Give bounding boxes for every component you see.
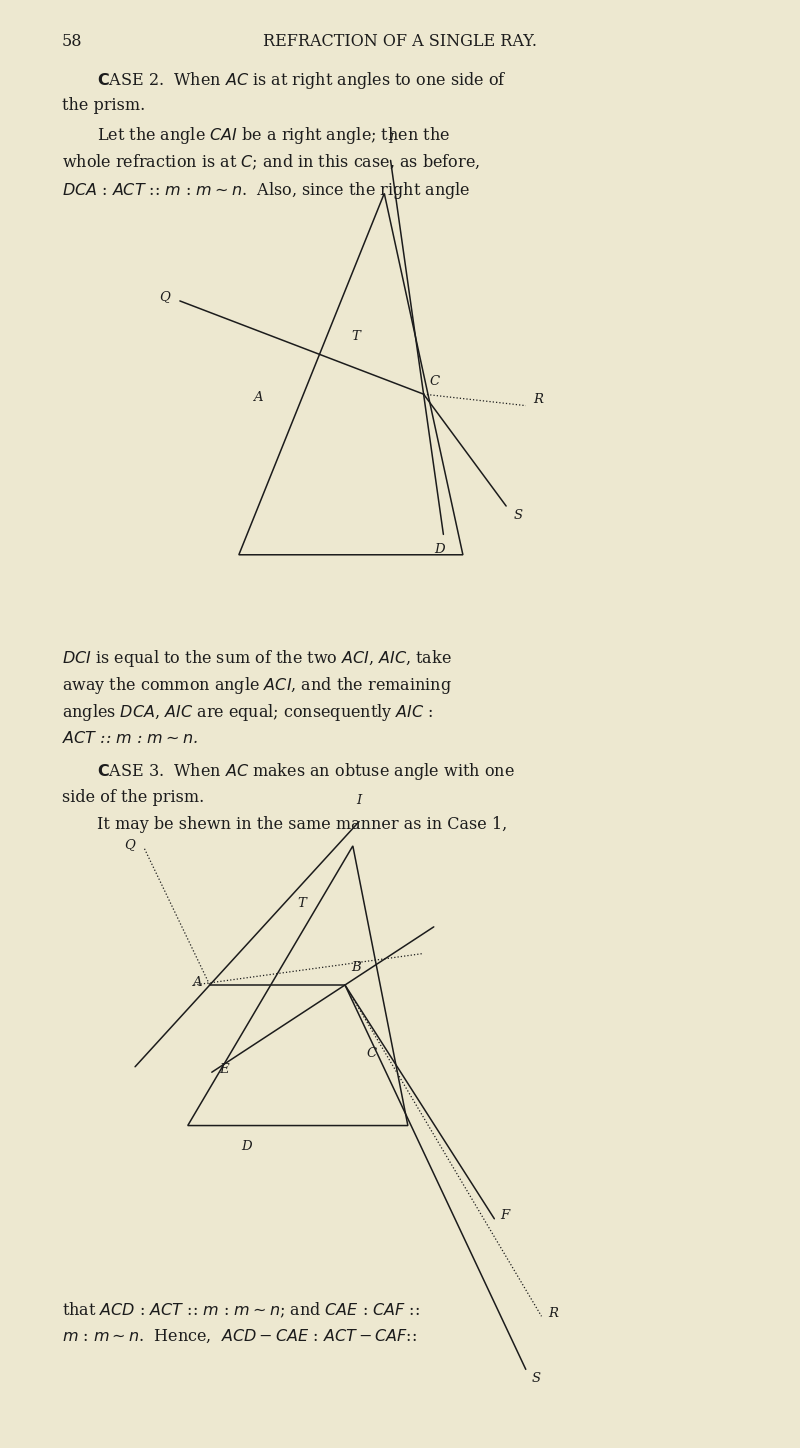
Text: that $\mathit{ACD}$ : $\mathit{ACT}$ :: $m$ : $m$$\sim$$n$; and $\mathit{CAE}$ :: that $\mathit{ACD}$ : $\mathit{ACT}$ :: … <box>62 1300 420 1321</box>
Text: I: I <box>388 133 393 146</box>
Text: B: B <box>351 960 361 973</box>
Text: $\mathit{ACT}$ :: $m$ : $m$$\sim$$n$.: $\mathit{ACT}$ :: $m$ : $m$$\sim$$n$. <box>62 730 198 747</box>
Text: F: F <box>501 1209 510 1222</box>
Text: D: D <box>242 1140 252 1153</box>
Text: S: S <box>514 508 523 521</box>
Text: $\mathit{DCA}$ : $\mathit{ACT}$ :: $m$ : $m$$\sim$$n$.  Also, since the right an: $\mathit{DCA}$ : $\mathit{ACT}$ :: $m$ :… <box>62 180 470 201</box>
Text: $\mathbf{C}$ASE 3.  When $\mathit{AC}$ makes an obtuse angle with one: $\mathbf{C}$ASE 3. When $\mathit{AC}$ ma… <box>98 762 515 782</box>
Text: side of the prism.: side of the prism. <box>62 789 204 805</box>
Text: $m$ : $m$$\sim$$n$.  Hence,  $\mathit{ACD} - \mathit{CAE}$ : $\mathit{ACT} - \ma: $m$ : $m$$\sim$$n$. Hence, $\mathit{ACD}… <box>62 1328 417 1345</box>
Text: C: C <box>430 375 440 388</box>
Text: 58: 58 <box>62 33 82 49</box>
Text: It may be shewn in the same manner as in Case 1,: It may be shewn in the same manner as in… <box>98 815 507 833</box>
Text: away the common angle $\mathit{ACI}$, and the remaining: away the common angle $\mathit{ACI}$, an… <box>62 675 452 696</box>
Text: R: R <box>548 1308 558 1321</box>
Text: R: R <box>534 394 544 407</box>
Text: $\mathit{DCI}$ is equal to the sum of the two $\mathit{ACI}$, $\mathit{AIC}$, ta: $\mathit{DCI}$ is equal to the sum of th… <box>62 649 452 669</box>
Text: E: E <box>220 1063 230 1076</box>
Text: C: C <box>367 1047 377 1060</box>
Text: A: A <box>253 391 262 404</box>
Text: A: A <box>192 976 202 989</box>
Text: Q: Q <box>159 290 170 303</box>
Text: T: T <box>298 898 306 911</box>
Text: Let the angle $\mathit{CAI}$ be a right angle; then the: Let the angle $\mathit{CAI}$ be a right … <box>98 126 450 146</box>
Text: T: T <box>351 330 360 343</box>
Text: D: D <box>434 543 445 556</box>
Text: $\mathbf{C}$ASE 2.  When $\mathit{AC}$ is at right angles to one side of: $\mathbf{C}$ASE 2. When $\mathit{AC}$ is… <box>98 70 507 91</box>
Text: angles $\mathit{DCA}$, $\mathit{AIC}$ are equal; consequently $\mathit{AIC}$ :: angles $\mathit{DCA}$, $\mathit{AIC}$ ar… <box>62 702 434 724</box>
Text: the prism.: the prism. <box>62 97 146 114</box>
Text: S: S <box>532 1373 541 1386</box>
Text: whole refraction is at $\mathit{C}$; and in this case, as before,: whole refraction is at $\mathit{C}$; and… <box>62 152 480 172</box>
Text: REFRACTION OF A SINGLE RAY.: REFRACTION OF A SINGLE RAY. <box>263 33 537 49</box>
Text: Q: Q <box>124 838 135 851</box>
Text: I: I <box>357 794 362 807</box>
